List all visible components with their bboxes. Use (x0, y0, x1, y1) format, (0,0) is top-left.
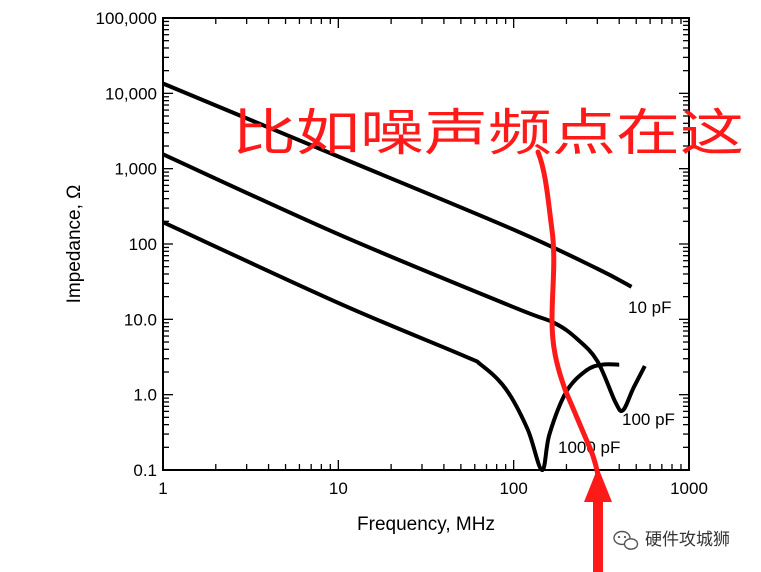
wechat-icon (613, 530, 639, 550)
series-line-2 (162, 152, 647, 414)
y-tick-label: 1,000 (114, 160, 157, 179)
watermark-text: 硬件攻城狮 (645, 530, 730, 550)
y-tick-label: 1.0 (133, 386, 157, 405)
x-tick-label: 1 (158, 479, 167, 498)
y-tick-label: 100,000 (96, 9, 157, 28)
y-tick-label: 10,000 (105, 84, 157, 103)
series-line-1 (162, 81, 633, 289)
y-tick-label: 0.1 (133, 461, 157, 480)
y-axis-label: Impedance, Ω (64, 185, 85, 304)
x-tick-label: 1000 (670, 479, 708, 498)
axis-ticks: 1 10 100 1000 0.1 1.0 10.0 100 1,000 10,000 100,00… (96, 9, 708, 498)
arrow-head-icon (584, 467, 612, 502)
arrow-shaft (593, 498, 603, 572)
y-tick-label: 10.0 (124, 310, 157, 329)
x-axis-label: Frequency, MHz (357, 514, 495, 535)
plot-frame (162, 17, 690, 471)
y-tick-label: 100 (129, 235, 157, 254)
curve-label-10pf: 10 pF (628, 298, 671, 317)
series-line-3 (162, 220, 620, 473)
curve-label-100pf: 100 pF (622, 410, 675, 429)
x-tick-label: 10 (329, 479, 348, 498)
annotation-scribble (535, 149, 602, 483)
watermark: 硬件攻城狮 (613, 530, 730, 550)
series-group (162, 81, 647, 473)
x-tick-label: 100 (499, 479, 527, 498)
annotation-callout: 比如噪声频点在这 (232, 104, 744, 162)
